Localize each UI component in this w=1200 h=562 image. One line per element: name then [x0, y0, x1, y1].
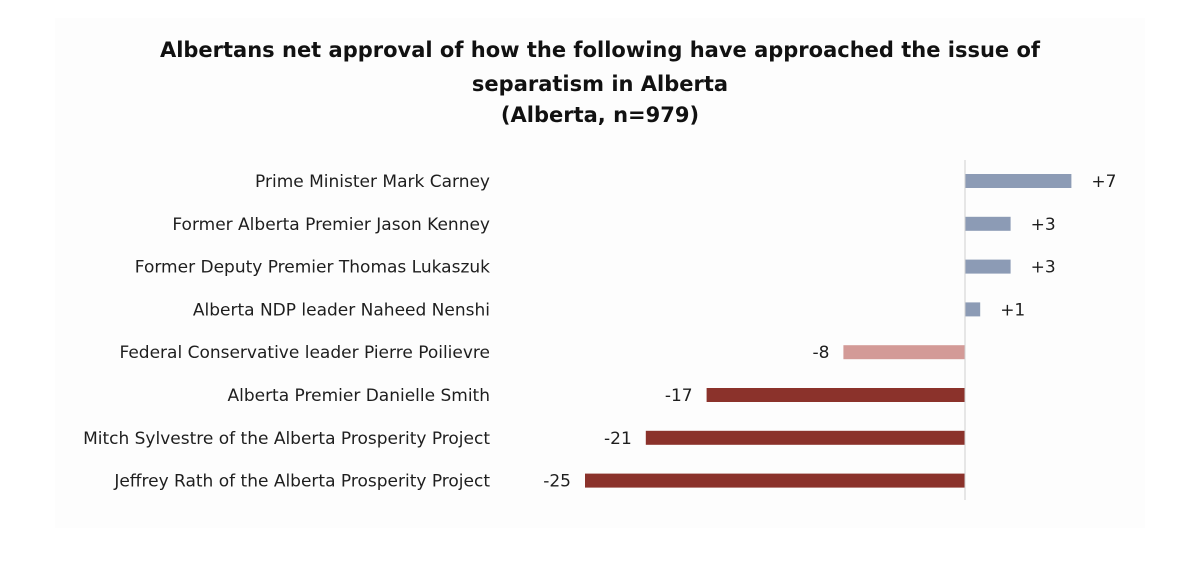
data-label: -25: [543, 472, 571, 492]
category-label: Former Deputy Premier Thomas Lukaszuk: [135, 258, 490, 278]
category-label: Prime Minister Mark Carney: [255, 172, 490, 192]
chart-title-line-2: separatism in Alberta: [471, 72, 729, 96]
data-label: -21: [604, 429, 632, 449]
category-label: Alberta Premier Danielle Smith: [227, 386, 490, 406]
chart-title-line-1: Albertans net approval of how the follow…: [159, 38, 1041, 62]
bar: [965, 259, 1011, 274]
bar: [965, 174, 1072, 188]
bar: [843, 345, 965, 360]
category-label: Jeffrey Rath of the Alberta Prosperity P…: [113, 472, 490, 492]
bar: [585, 473, 965, 488]
category-label: Former Alberta Premier Jason Kenney: [172, 215, 490, 235]
chart-subtitle: (Alberta, n=979): [500, 103, 700, 127]
category-label: Mitch Sylvestre of the Alberta Prosperit…: [83, 429, 490, 449]
data-label: +3: [1031, 258, 1056, 278]
bar: [965, 216, 1011, 231]
bar: [645, 430, 965, 445]
data-label: -17: [665, 386, 693, 406]
data-label: -8: [812, 343, 829, 363]
data-label: +1: [1000, 300, 1025, 320]
data-label: +7: [1091, 172, 1116, 192]
bar: [965, 302, 981, 317]
bar: [706, 388, 965, 402]
data-label: +3: [1031, 215, 1056, 235]
category-label: Federal Conservative leader Pierre Poili…: [119, 343, 490, 363]
category-label: Alberta NDP leader Naheed Nenshi: [193, 300, 490, 320]
